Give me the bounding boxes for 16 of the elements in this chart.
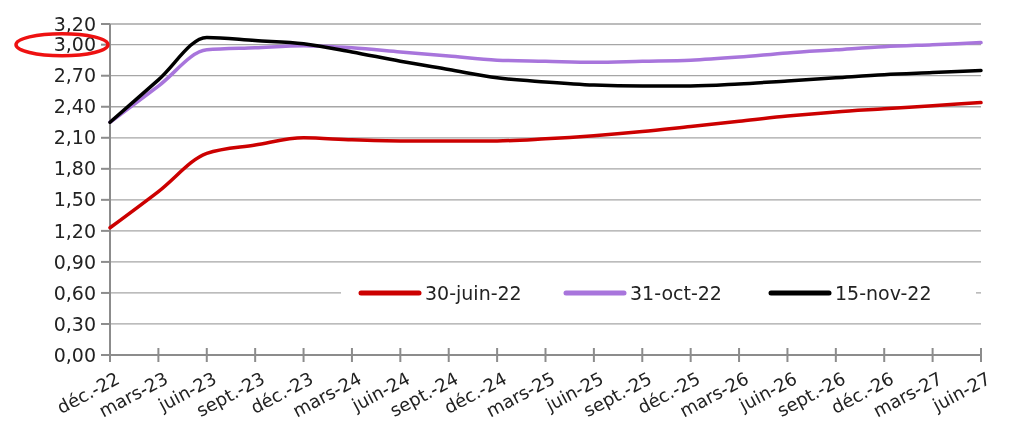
y-tick-label: 0,00 bbox=[53, 343, 96, 366]
y-tick-label: 2,70 bbox=[53, 64, 96, 87]
y-tick-label: 1,50 bbox=[53, 188, 96, 211]
legend-label: 30-juin-22 bbox=[425, 281, 522, 304]
y-tick-label: 1,20 bbox=[53, 219, 96, 242]
legend-label: 15-nov-22 bbox=[835, 281, 932, 304]
y-tick-label: 1,80 bbox=[53, 157, 96, 180]
line-series bbox=[108, 100, 983, 230]
y-tick-label: 3,20 bbox=[53, 12, 96, 35]
y-tick-label: 0,30 bbox=[53, 312, 96, 335]
y-tick-label: 0,90 bbox=[53, 250, 96, 273]
y-tick-label: 0,60 bbox=[53, 281, 96, 304]
y-tick-label: 2,40 bbox=[53, 95, 96, 118]
legend-label: 31-oct-22 bbox=[630, 281, 722, 304]
y-tick-label: 3,00 bbox=[53, 33, 96, 56]
y-tick-label: 2,10 bbox=[53, 126, 96, 149]
